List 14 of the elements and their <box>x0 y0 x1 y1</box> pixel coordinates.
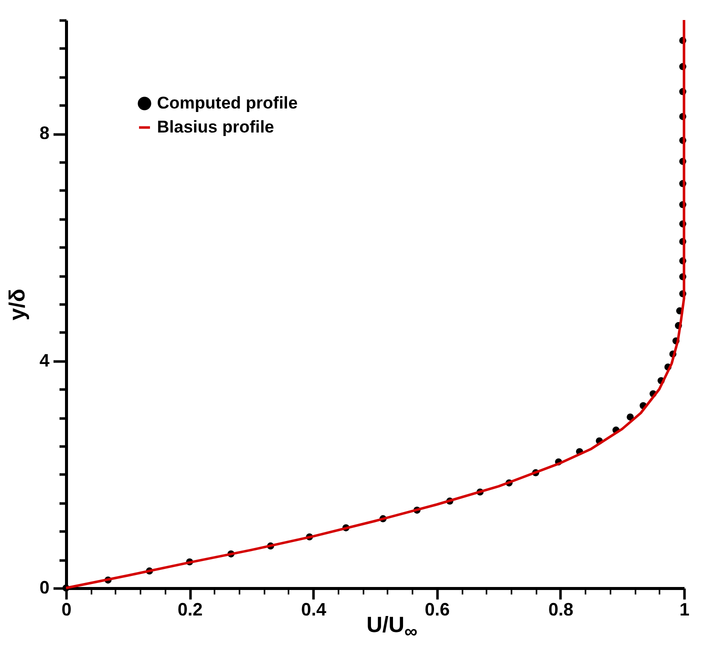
y-tick-label: 8 <box>39 123 50 144</box>
legend-label: Computed profile <box>157 94 298 112</box>
x-tick-label: 0 <box>61 600 72 620</box>
y-tick-label: 0 <box>39 578 50 598</box>
y-tick-label: 4 <box>39 350 50 370</box>
x-axis-title: U/U$_{∞}$ <box>366 612 418 642</box>
y-axis-title: y/δ <box>4 288 30 320</box>
legend-label: Blasius profile <box>157 118 274 136</box>
x-tick-label: 0.6 <box>424 600 450 620</box>
point <box>626 414 634 421</box>
x-tick-label: 1 <box>679 600 690 620</box>
x-tick-label: 0.8 <box>548 600 574 620</box>
x-tick-label: 0.4 <box>301 600 326 620</box>
x-tick-label: 0.2 <box>178 600 203 620</box>
